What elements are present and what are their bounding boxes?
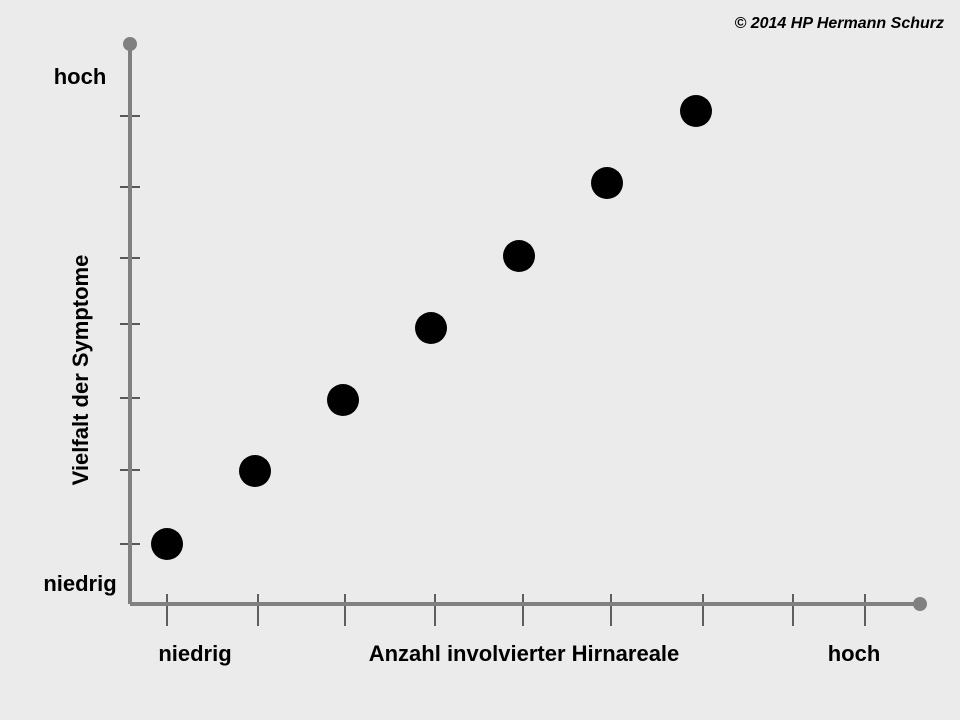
x-axis-title: Anzahl involvierter Hirnareale (369, 641, 680, 666)
dot (151, 528, 183, 560)
dot (680, 95, 712, 127)
dot (415, 312, 447, 344)
x-high-label: hoch (828, 641, 881, 666)
y-high-label: hoch (54, 64, 107, 89)
dots (151, 95, 712, 560)
y-axis-title: Vielfalt der Symptome (68, 255, 93, 486)
dot (327, 384, 359, 416)
dot (591, 167, 623, 199)
x-low-label: niedrig (158, 641, 231, 666)
y-low-label: niedrig (43, 571, 116, 596)
copyright: © 2014 HP Hermann Schurz (735, 15, 945, 32)
dot (239, 455, 271, 487)
x-ticks (166, 594, 866, 626)
axis-end (123, 37, 137, 51)
axis-end (913, 597, 927, 611)
dot (503, 240, 535, 272)
